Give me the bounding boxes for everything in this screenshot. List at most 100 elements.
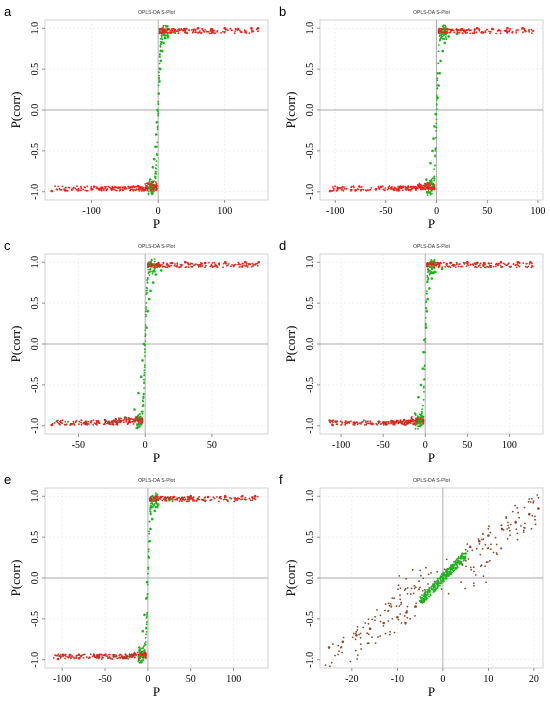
y-tick-label: 1.0	[305, 22, 316, 34]
cloud-point	[145, 315, 147, 318]
cloud-point	[447, 28, 449, 31]
cloud-point	[155, 167, 158, 170]
y-tick-label: 0.5	[30, 297, 41, 310]
cloud-point	[426, 191, 429, 193]
data-point	[224, 260, 227, 264]
cloud-point	[145, 627, 147, 630]
cloud-point	[178, 29, 181, 32]
cloud-point	[159, 30, 161, 33]
cloud-point	[427, 271, 429, 274]
y-tick-label: -1.0	[30, 184, 41, 200]
cloud-point	[465, 265, 468, 267]
cloud-point	[534, 523, 537, 526]
data-point	[163, 36, 167, 40]
cloud-point	[425, 591, 427, 593]
cloud-point	[59, 420, 61, 423]
cloud-point	[334, 421, 337, 423]
y-tick-label: 1.0	[305, 490, 316, 503]
cloud-point	[531, 514, 534, 517]
cloud-point	[423, 385, 425, 388]
cloud-point	[240, 266, 243, 268]
cloud-point	[487, 266, 490, 268]
x-tick-label: -50	[376, 440, 389, 451]
cloud-point	[413, 584, 416, 587]
cloud-point	[392, 423, 394, 426]
cloud-point	[422, 577, 425, 580]
cloud-point	[451, 264, 454, 267]
cloud-point	[414, 615, 416, 617]
cloud-point	[142, 395, 145, 398]
cloud-point	[150, 504, 152, 507]
series-brown	[112, 496, 184, 658]
cloud-point	[155, 164, 158, 167]
cloud-point	[230, 497, 233, 500]
cloud-point	[500, 547, 503, 550]
cloud-point	[418, 413, 421, 416]
data-point	[159, 269, 163, 272]
cloud-point	[457, 561, 460, 564]
data-point	[449, 261, 452, 265]
cloud-point	[497, 264, 499, 267]
cloud-point	[332, 643, 334, 645]
data-point	[241, 494, 244, 498]
cloud-point	[167, 31, 169, 34]
cloud-point	[435, 130, 437, 132]
cloud-point	[401, 189, 404, 192]
cloud-point	[234, 30, 237, 33]
cloud-point	[74, 421, 77, 424]
cloud-point	[117, 657, 120, 659]
cloud-point	[202, 30, 205, 32]
cloud-point	[439, 39, 441, 42]
y-tick-label: -0.5	[30, 377, 41, 393]
cloud-point	[434, 261, 437, 264]
data-point	[114, 418, 118, 421]
x-tick-label: -50	[98, 674, 111, 685]
cloud-point	[527, 500, 530, 503]
cloud-point	[516, 532, 519, 535]
series-red	[331, 260, 532, 427]
data-point	[341, 640, 345, 644]
cloud-point	[176, 499, 179, 501]
cloud-point	[397, 190, 400, 192]
cloud-point	[163, 33, 166, 36]
cloud-point	[439, 584, 441, 587]
data-point	[156, 503, 160, 506]
cloud-point	[424, 188, 427, 191]
data-point	[421, 367, 424, 370]
cloud-point	[445, 558, 448, 561]
cloud-point	[104, 187, 106, 190]
cloud-point	[446, 265, 449, 267]
cloud-point	[419, 596, 422, 598]
cloud-point	[158, 76, 161, 79]
cloud-point	[142, 403, 145, 406]
data-point	[158, 67, 162, 71]
cloud-point	[191, 265, 194, 268]
cloud-point	[145, 293, 148, 296]
cloud-point	[396, 189, 398, 192]
cloud-point	[473, 31, 476, 33]
cloud-point	[244, 31, 247, 33]
cloud-point	[104, 654, 107, 657]
cloud-point	[138, 659, 141, 662]
cloud-point	[451, 571, 453, 574]
cloud-point	[133, 186, 136, 188]
cloud-point	[417, 427, 419, 430]
cloud-point	[143, 372, 146, 374]
data-point	[162, 41, 165, 45]
cloud-point	[147, 568, 150, 571]
cloud-point	[340, 646, 343, 648]
data-point	[414, 605, 417, 608]
data-point	[418, 599, 422, 603]
cloud-point	[398, 188, 400, 191]
cloud-point	[472, 264, 475, 267]
cloud-point	[86, 189, 89, 192]
cloud-point	[447, 592, 450, 595]
cloud-point	[188, 498, 191, 501]
x-tick-label: 50	[186, 674, 196, 685]
x-tick-label: 0	[156, 206, 161, 217]
cloud-point	[115, 186, 118, 189]
cloud-point	[388, 185, 391, 188]
cloud-point	[426, 194, 429, 197]
cloud-point	[91, 655, 94, 658]
cloud-point	[77, 654, 80, 656]
